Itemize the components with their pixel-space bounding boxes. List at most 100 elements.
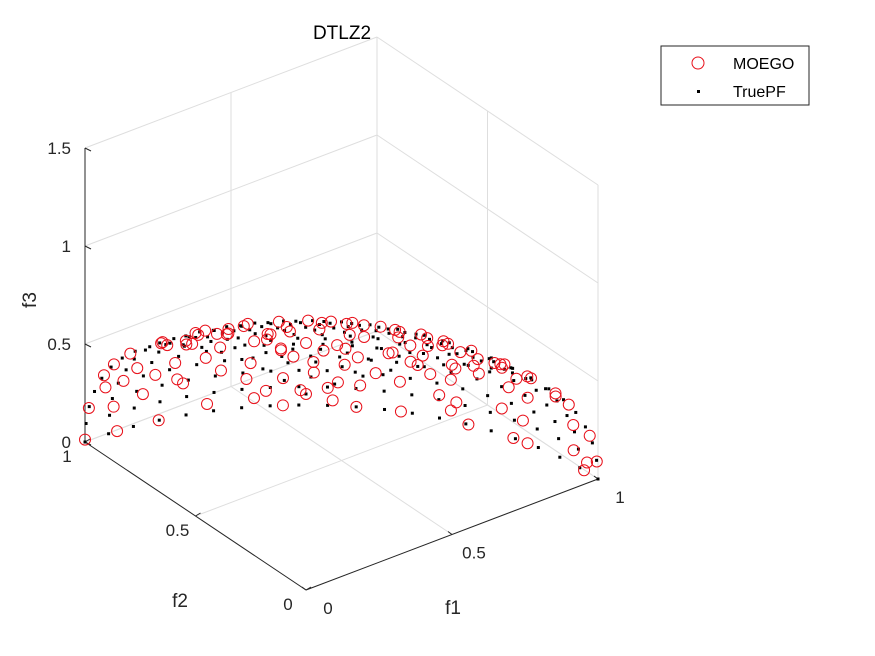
moego-point-13: [111, 425, 124, 438]
moego-point-56: [169, 356, 182, 369]
moego-point-19: [450, 396, 463, 409]
z-tick-label-0: 0: [62, 433, 71, 452]
truepf-point-156: [492, 360, 496, 364]
moego-point-16: [567, 444, 580, 457]
moego-point-77: [357, 319, 370, 332]
moego-point-126: [277, 372, 290, 385]
truepf-point-5: [489, 429, 493, 433]
truepf-point-64: [565, 414, 569, 418]
moego-point-51: [386, 346, 399, 359]
truepf-point-65: [545, 403, 549, 407]
truepf-point-82: [93, 389, 97, 393]
truepf-point-194: [206, 335, 210, 339]
truepf-point-51: [381, 373, 385, 377]
moego-point-81: [192, 328, 205, 341]
truepf-point-198: [398, 342, 402, 346]
moego-point-116: [300, 336, 313, 349]
truepf-point-91: [379, 347, 383, 351]
truepf-point-9: [383, 407, 387, 411]
truepf-point-207: [397, 354, 401, 358]
moego-point-114: [382, 347, 395, 360]
grid-line-wall-y-z1: [84, 232, 378, 345]
truepf-point-47: [486, 394, 490, 398]
truepf-point-28: [437, 398, 441, 402]
z-tick-mark-2: [84, 245, 92, 250]
truepf-point-213: [243, 343, 247, 347]
x-tick-label-0: 0: [323, 599, 332, 618]
y-tick-label-0: 0: [283, 595, 292, 614]
truepf-point-223: [340, 365, 344, 369]
truepf-point-108: [430, 346, 434, 350]
moego-point-117: [248, 335, 261, 348]
truepf-point-114: [264, 334, 268, 338]
truepf-point-96: [233, 346, 237, 350]
truepf-point-132: [276, 326, 280, 330]
truepf-point-216: [369, 358, 373, 362]
moego-point-47: [510, 372, 523, 385]
truepf-point-67: [500, 385, 504, 389]
truepf-point-116: [209, 339, 213, 343]
moego-point-6: [394, 405, 407, 418]
moego-point-44: [99, 381, 112, 394]
moego-point-93: [189, 326, 202, 339]
moego-point-100: [325, 315, 338, 328]
truepf-point-71: [395, 360, 399, 364]
truepf-point-66: [523, 393, 527, 397]
moego-point-10: [247, 392, 260, 405]
moego-point-118: [214, 341, 227, 354]
moego-point-42: [149, 368, 162, 381]
moego-point-34: [444, 373, 457, 386]
legend: MOEGO TruePF: [660, 45, 810, 106]
truepf-point-101: [100, 376, 104, 380]
axes-layer: [84, 147, 599, 591]
moego-point-107: [392, 331, 405, 344]
truepf-point-90: [408, 351, 412, 355]
truepf-point-196: [442, 363, 446, 367]
moego-point-85: [494, 358, 507, 371]
moego-point-105: [445, 358, 458, 371]
grid-line-floor-y1: [195, 404, 488, 517]
z-axis-label: f3: [20, 292, 41, 308]
truepf-point-43: [573, 430, 577, 434]
moego-point-50: [416, 349, 429, 362]
truepf-point-6: [464, 422, 468, 426]
moego-point-35: [424, 368, 437, 381]
truepf-point-50: [408, 376, 412, 380]
moego-point-97: [421, 332, 434, 345]
moego-point-128: [294, 384, 307, 397]
moego-point-104: [179, 334, 192, 347]
z-tick-mark-3: [84, 147, 92, 152]
truepf-point-44: [553, 420, 557, 424]
truepf-point-224: [314, 360, 318, 364]
truepf-point-175: [377, 325, 381, 329]
truepf-point-123: [509, 366, 513, 370]
truepf-point-85: [534, 388, 538, 392]
legend-moego-marker: [691, 56, 705, 70]
moego-point-30: [583, 429, 596, 442]
moego-point-73: [498, 358, 511, 371]
moego-point-111: [220, 328, 233, 341]
moego-point-92: [199, 324, 212, 337]
truepf-point-18: [131, 424, 135, 428]
truepf-point-227: [333, 382, 337, 386]
moego-point-121: [317, 344, 330, 357]
truepf-point-155: [510, 371, 514, 375]
truepf-point-102: [562, 398, 566, 402]
moego-point-110: [261, 327, 274, 340]
x-tick-label-1: 0.5: [462, 544, 486, 563]
truepf-point-52: [353, 370, 357, 374]
truepf-point-159: [422, 333, 426, 337]
truepf-point-61: [110, 397, 114, 401]
truepf-point-56: [241, 371, 245, 375]
truepf-point-122: [529, 376, 533, 380]
moego-point-26: [177, 377, 190, 390]
moego-point-123: [244, 357, 257, 370]
truepf-point-46: [509, 401, 513, 405]
truepf-point-137: [143, 348, 147, 352]
truepf-point-100: [124, 368, 128, 372]
moego-point-103: [210, 327, 223, 340]
truepf-point-37: [185, 395, 189, 399]
moego-point-48: [472, 367, 485, 380]
truepf-point-199: [371, 335, 375, 339]
truepf-point-14: [240, 406, 244, 410]
